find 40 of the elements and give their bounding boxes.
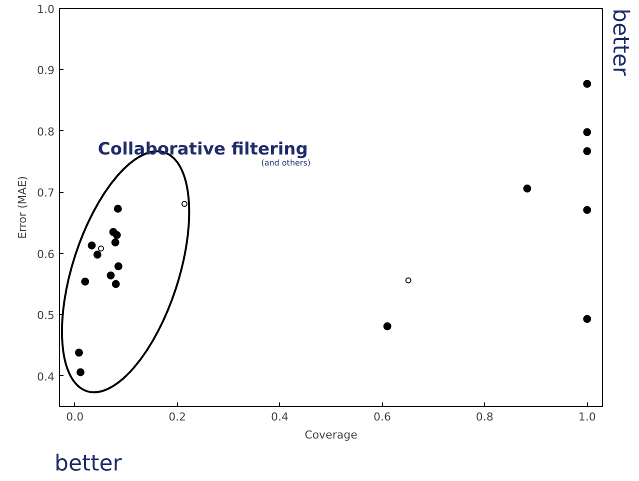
point: [76, 368, 85, 376]
point: [583, 128, 592, 136]
y-tick-label: 1.0: [37, 3, 55, 16]
x-tick-label: 0.0: [66, 410, 84, 424]
point: [583, 80, 592, 88]
point: [405, 277, 412, 284]
point: [111, 238, 120, 246]
x-tick-label: 0.6: [373, 410, 391, 424]
point: [93, 250, 102, 259]
point: [81, 278, 90, 286]
y-tick-label: 0.6: [37, 248, 55, 261]
point: [181, 200, 188, 207]
point: [114, 204, 122, 213]
point: [98, 246, 104, 252]
point: [583, 314, 592, 323]
y-tick-label: 0.4: [37, 370, 55, 384]
x-tick-label: 0.4: [271, 410, 289, 424]
text: better: [608, 8, 632, 77]
annotation: Collaborative filtering: [98, 139, 308, 160]
y-tick-label: 0.8: [37, 125, 55, 138]
point: [583, 206, 592, 214]
point: [114, 262, 122, 270]
x-axis-title: Coverage: [304, 428, 358, 442]
y-tick-label: 0.5: [37, 309, 55, 322]
text: better: [54, 452, 123, 476]
annotation: (and others): [261, 158, 311, 168]
point: [583, 147, 592, 156]
point: [383, 322, 392, 330]
y-tick-label: 0.9: [37, 64, 55, 78]
point: [523, 184, 532, 193]
point: [74, 348, 83, 357]
point: [88, 241, 96, 250]
y-axis-title: Error (MAE): [16, 176, 30, 239]
x-tick-label: 0.8: [476, 410, 494, 424]
point: [106, 271, 115, 280]
x-tick-label: 1.0: [578, 410, 596, 424]
x-tick-label: 0.2: [168, 410, 186, 424]
point: [112, 231, 121, 240]
y-tick-label: 0.7: [37, 186, 55, 200]
point: [112, 280, 120, 288]
